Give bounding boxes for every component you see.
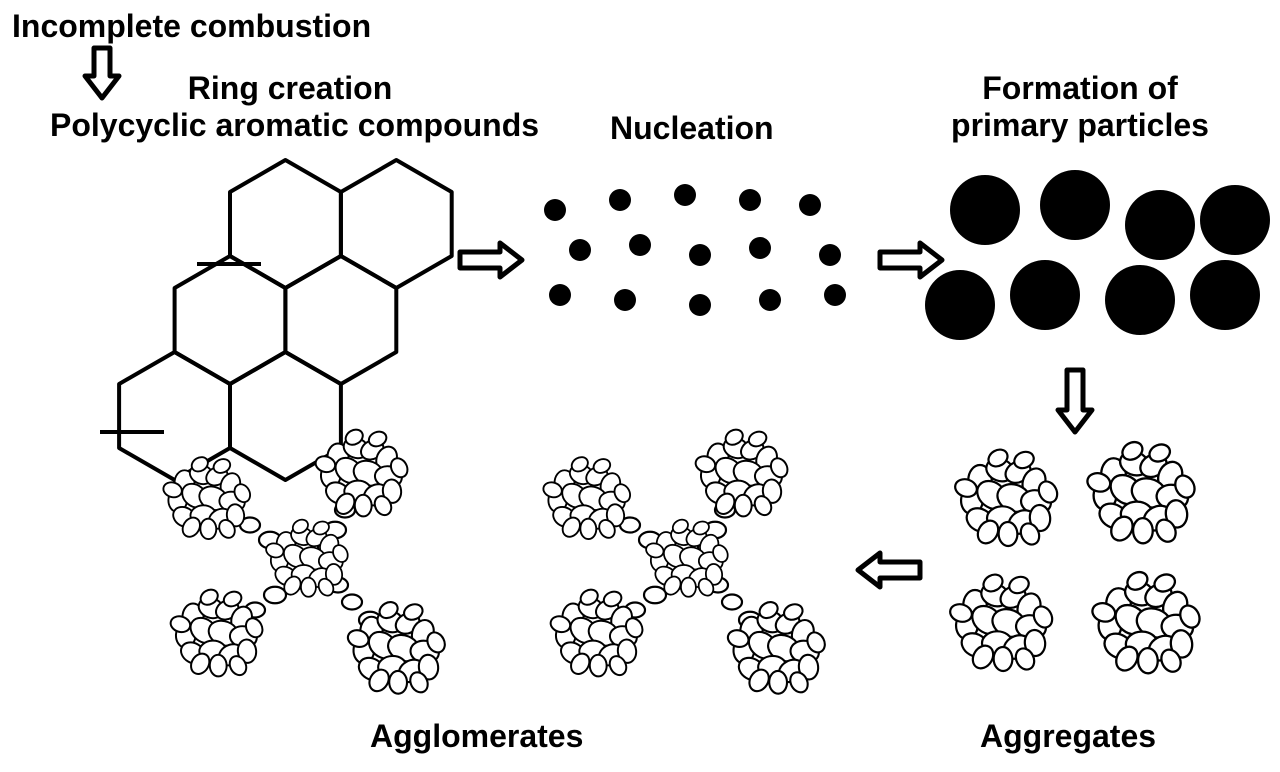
cluster-blob (200, 518, 217, 539)
aggregate-cluster (1085, 439, 1198, 546)
connector-blob (264, 587, 286, 604)
cluster-blob (354, 495, 372, 517)
cluster-blob (589, 655, 607, 677)
agglomerate-arm (549, 587, 646, 678)
primary-particle (950, 175, 1020, 245)
cluster-blob (1138, 648, 1159, 674)
primary-particles (925, 170, 1270, 340)
agglomerate-arm (694, 427, 791, 518)
primary-particle (1125, 190, 1195, 260)
cluster-blob (1133, 518, 1154, 544)
hexagon (230, 160, 341, 288)
agglomerate-arm (726, 599, 828, 695)
hexagon (341, 160, 452, 288)
arrow-left-1-icon (858, 553, 920, 587)
nucleation-dots (544, 184, 846, 316)
nucleation-label: Nucleation (610, 110, 774, 147)
nucleation-dot (759, 289, 781, 311)
nucleation-dot (549, 284, 571, 306)
connector-blob (342, 595, 362, 610)
cluster-blob (389, 671, 408, 694)
incomplete_combustion-label: Incomplete combustion (12, 8, 371, 45)
polycyclic-hexagons (100, 160, 452, 480)
cluster-blob (301, 577, 317, 597)
cluster-blob (993, 647, 1013, 672)
aggregate-cluster (948, 571, 1056, 672)
nucleation-dot (799, 194, 821, 216)
nucleation-dot (629, 234, 651, 256)
nucleation-dot (689, 294, 711, 316)
aggregates-group (948, 439, 1203, 676)
aggregate-cluster (953, 446, 1061, 547)
agglomerate (542, 427, 829, 696)
arrow-down-2-icon (1058, 370, 1092, 432)
cluster-blob (769, 671, 788, 694)
formation-label: Formation of primary particles (900, 70, 1260, 144)
primary-particle (1105, 265, 1175, 335)
ring_creation-label: Ring creation Polycyclic aromatic compou… (50, 70, 530, 144)
primary-particle (925, 270, 995, 340)
connector-blob (722, 595, 742, 610)
nucleation-dot (674, 184, 696, 206)
nucleation-dot (689, 244, 711, 266)
nucleation-dot (819, 244, 841, 266)
nucleation-dot (544, 199, 566, 221)
primary-particle (1040, 170, 1110, 240)
aggregates-label: Aggregates (980, 718, 1156, 755)
agglomerate-arm (169, 587, 266, 678)
nucleation-dot (824, 284, 846, 306)
hexagon (285, 256, 396, 384)
primary-particle (1200, 185, 1270, 255)
primary-particle (1190, 260, 1260, 330)
hexagon (119, 352, 230, 480)
nucleation-dot (614, 289, 636, 311)
aggregate-cluster (1090, 569, 1203, 676)
connector-blob (644, 587, 666, 604)
nucleation-dot (749, 237, 771, 259)
cluster-blob (734, 495, 752, 517)
agglomerate-arm (346, 599, 448, 695)
nucleation-dot (739, 189, 761, 211)
nucleation-dot (609, 189, 631, 211)
cluster-blob (998, 522, 1018, 547)
arrow-right-2-icon (880, 243, 942, 277)
cluster-blob (681, 577, 697, 597)
primary-particle (1010, 260, 1080, 330)
hexagon (175, 256, 286, 384)
cluster-blob (209, 655, 227, 677)
nucleation-dot (569, 239, 591, 261)
agglomerate-arm (314, 427, 411, 518)
agglomerates-label: Agglomerates (370, 718, 583, 755)
cluster-blob (580, 518, 597, 539)
arrow-right-1-icon (460, 243, 522, 277)
